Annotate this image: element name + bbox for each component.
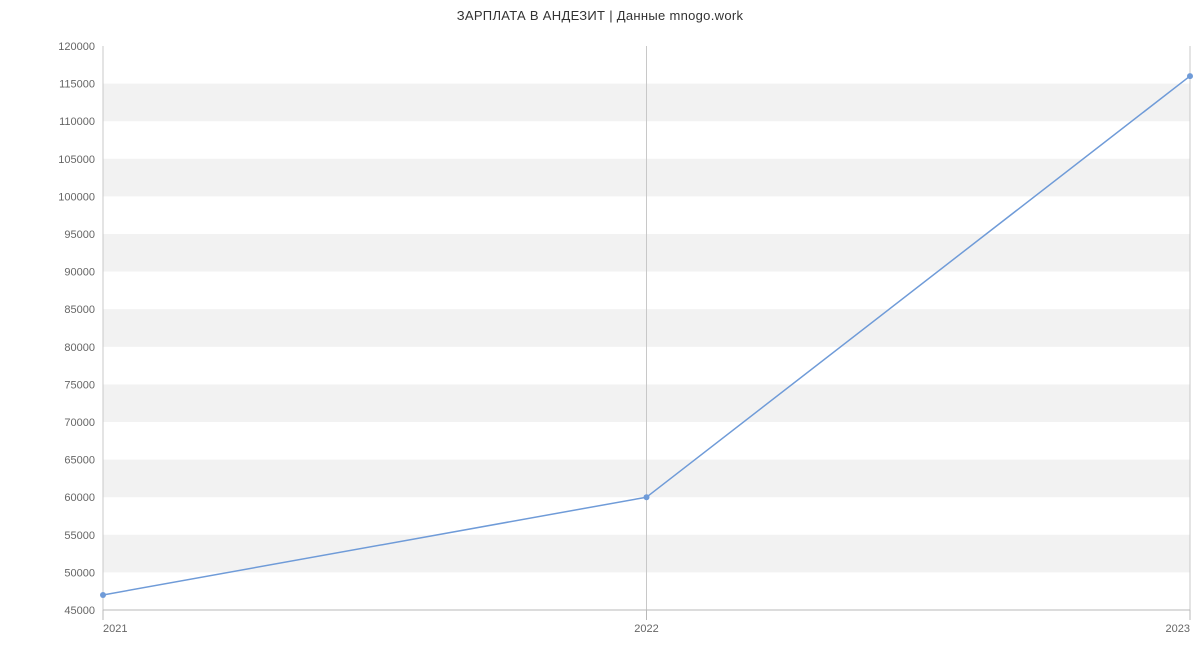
y-tick-label: 100000 bbox=[58, 191, 95, 203]
y-tick-label: 45000 bbox=[64, 605, 95, 617]
y-tick-label: 60000 bbox=[64, 492, 95, 504]
x-tick-label: 2021 bbox=[103, 623, 127, 635]
y-tick-label: 115000 bbox=[59, 79, 95, 91]
data-point bbox=[1187, 73, 1193, 79]
x-tick-label: 2023 bbox=[1166, 623, 1190, 635]
data-point bbox=[644, 494, 650, 500]
data-point bbox=[100, 592, 106, 598]
y-tick-label: 80000 bbox=[64, 342, 95, 354]
y-tick-label: 55000 bbox=[64, 530, 95, 542]
x-tick-label: 2022 bbox=[634, 623, 658, 635]
salary-line-chart: ЗАРПЛАТА В АНДЕЗИТ | Данные mnogo.work 4… bbox=[0, 0, 1200, 650]
y-tick-label: 85000 bbox=[64, 304, 95, 316]
y-tick-label: 70000 bbox=[64, 417, 95, 429]
y-tick-label: 110000 bbox=[59, 116, 95, 128]
y-tick-label: 65000 bbox=[64, 455, 95, 467]
y-tick-label: 90000 bbox=[64, 267, 95, 279]
y-tick-label: 120000 bbox=[58, 41, 95, 53]
y-tick-label: 95000 bbox=[64, 229, 95, 241]
chart-title: ЗАРПЛАТА В АНДЕЗИТ | Данные mnogo.work bbox=[0, 8, 1200, 23]
y-tick-label: 105000 bbox=[58, 154, 95, 166]
y-tick-label: 50000 bbox=[64, 567, 95, 579]
y-tick-label: 75000 bbox=[64, 379, 95, 391]
chart-canvas: 45000 50000 55000 60000 65000 70000 75000 80000… bbox=[0, 0, 1200, 650]
